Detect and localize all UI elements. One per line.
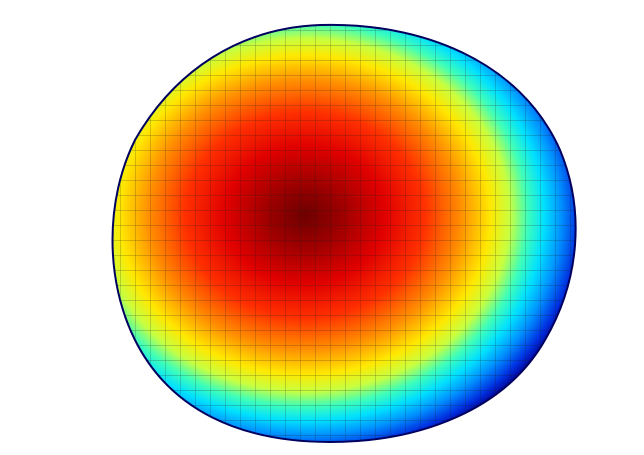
outline — [111, 23, 577, 444]
